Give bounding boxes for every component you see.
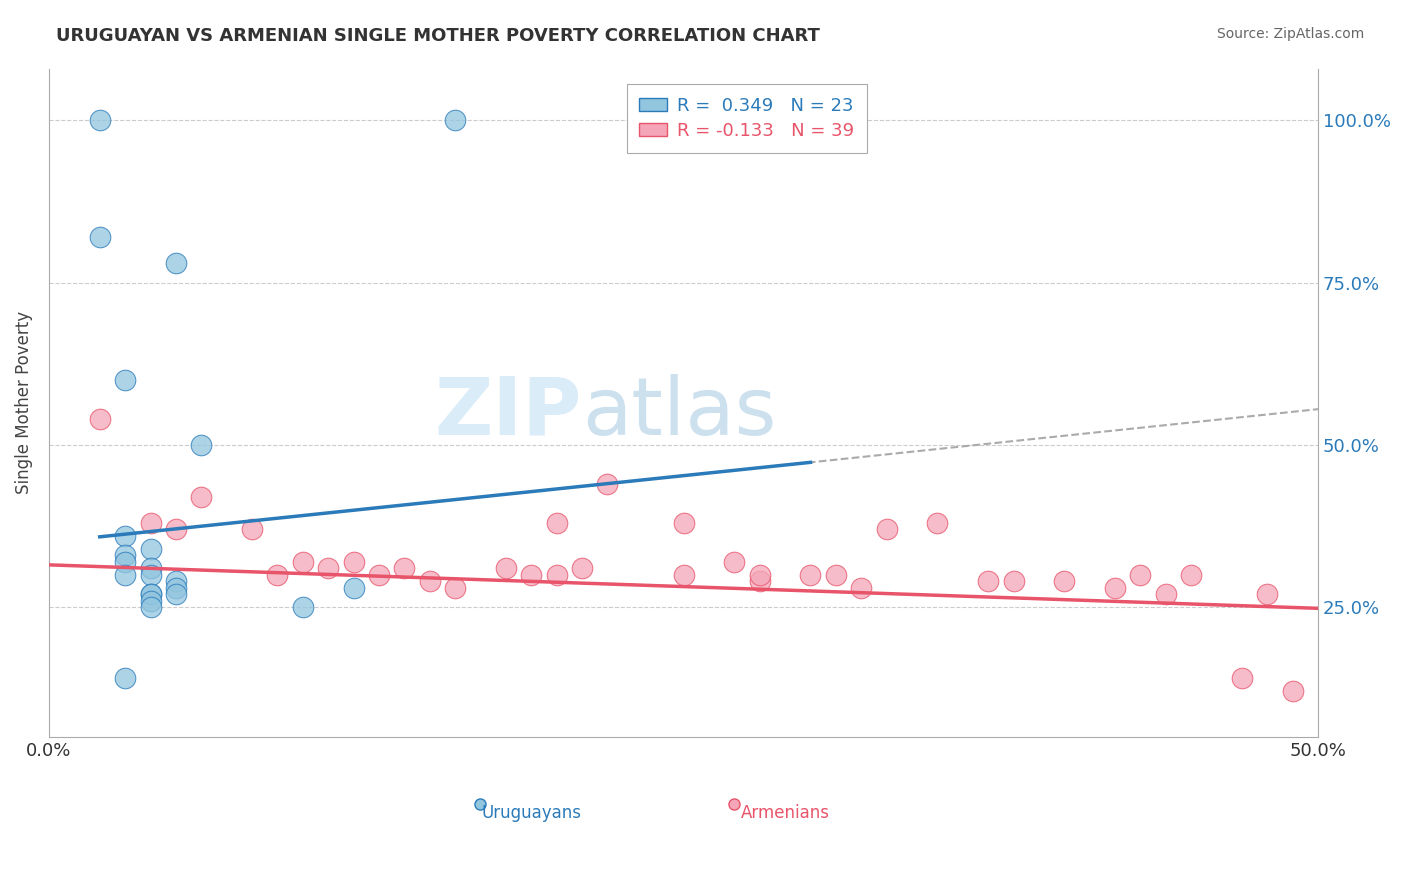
Point [546,567,568,582]
Point [89,113,111,128]
Point [368,567,391,582]
Point [139,587,162,601]
Point [165,256,187,270]
Point [799,567,821,582]
Point [1104,581,1126,595]
Text: URUGUAYAN VS ARMENIAN SINGLE MOTHER POVERTY CORRELATION CHART: URUGUAYAN VS ARMENIAN SINGLE MOTHER POVE… [56,27,820,45]
Point [139,567,162,582]
Point [139,587,162,601]
Text: Armenians: Armenians [741,804,830,822]
Point [927,516,949,530]
Point [1002,574,1025,588]
Point [89,230,111,244]
Point [1129,567,1152,582]
Point [1154,587,1177,601]
Point [190,490,212,504]
Point [139,516,162,530]
Point [394,561,416,575]
Point [114,567,136,582]
Point [444,581,467,595]
Point [190,438,212,452]
Point [876,522,898,536]
Point [1281,684,1303,698]
Point [444,113,467,128]
Point [291,555,314,569]
Text: atlas: atlas [582,374,776,451]
Point [165,522,187,536]
Point [114,548,136,562]
Point [316,561,339,575]
Point [1053,574,1076,588]
Point [672,516,695,530]
Point [114,373,136,387]
Text: Uruguayans: Uruguayans [481,804,581,822]
Legend: R =  0.349   N = 23, R = -0.133   N = 39: R = 0.349 N = 23, R = -0.133 N = 39 [627,84,868,153]
Point [748,574,770,588]
Point [342,555,364,569]
Point [977,574,1000,588]
Point [139,593,162,607]
Point [139,561,162,575]
Point [520,567,543,582]
Point [1230,672,1253,686]
Point [723,555,745,569]
Point [165,581,187,595]
Point [596,476,619,491]
Point [1256,587,1278,601]
Point [672,567,695,582]
Y-axis label: Single Mother Poverty: Single Mother Poverty [15,311,32,494]
Point [342,581,364,595]
Point [419,574,441,588]
Point [89,412,111,426]
Point [495,561,517,575]
Point [824,567,846,582]
Point [165,574,187,588]
Point [291,600,314,615]
Point [240,522,263,536]
Point [266,567,288,582]
Point [571,561,593,575]
Point [1180,567,1202,582]
Point [139,541,162,556]
Point [748,567,770,582]
Point [546,516,568,530]
Point [851,581,873,595]
Point [114,555,136,569]
Point [139,600,162,615]
Text: ZIP: ZIP [434,374,582,451]
Point [165,587,187,601]
Point [114,529,136,543]
Point [114,672,136,686]
Text: Source: ZipAtlas.com: Source: ZipAtlas.com [1216,27,1364,41]
